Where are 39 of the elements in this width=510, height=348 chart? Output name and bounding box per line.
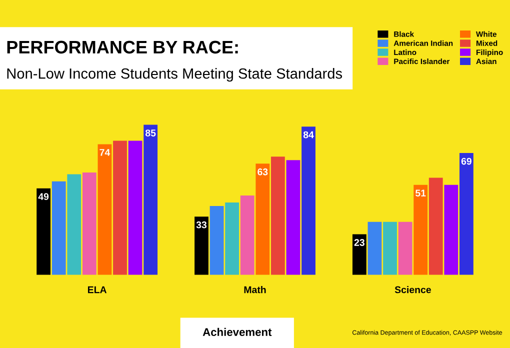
bar <box>144 124 158 275</box>
bar <box>414 184 428 275</box>
x-tick-label: ELA <box>88 286 107 294</box>
bar <box>67 174 82 275</box>
data-label: 49 <box>38 193 49 200</box>
chart-subtitle: Non-Low Income Students Meeting State Standards <box>7 68 342 82</box>
bar <box>383 222 397 275</box>
bar <box>368 222 382 275</box>
x-tick-label: Science <box>394 286 431 294</box>
bar <box>459 153 474 275</box>
bar <box>444 184 458 275</box>
data-label: 63 <box>258 168 268 176</box>
data-label: 85 <box>145 130 156 136</box>
bar <box>270 156 285 275</box>
chart-title: PERFORMANCE BY RACE: <box>7 40 238 54</box>
bar <box>398 222 412 275</box>
bar <box>225 202 240 275</box>
data-label: 84 <box>303 131 314 138</box>
bar <box>113 140 127 275</box>
x-tick-label: Math <box>244 286 266 294</box>
data-label: 23 <box>354 239 364 246</box>
bar <box>52 181 66 275</box>
bar <box>428 178 443 275</box>
bar <box>82 172 96 275</box>
bar <box>352 234 366 275</box>
bar <box>194 216 208 275</box>
data-label: 69 <box>461 158 472 165</box>
bar <box>302 126 316 275</box>
bar <box>210 206 224 275</box>
bar <box>286 160 300 275</box>
bar <box>36 188 51 275</box>
text: Achievement <box>202 328 272 336</box>
bar <box>240 195 254 275</box>
data-label: 74 <box>100 149 110 156</box>
bar <box>98 144 112 275</box>
bar <box>128 140 142 275</box>
data-label: 51 <box>415 190 426 196</box>
bar <box>256 164 270 275</box>
data-label: 33 <box>196 221 207 228</box>
